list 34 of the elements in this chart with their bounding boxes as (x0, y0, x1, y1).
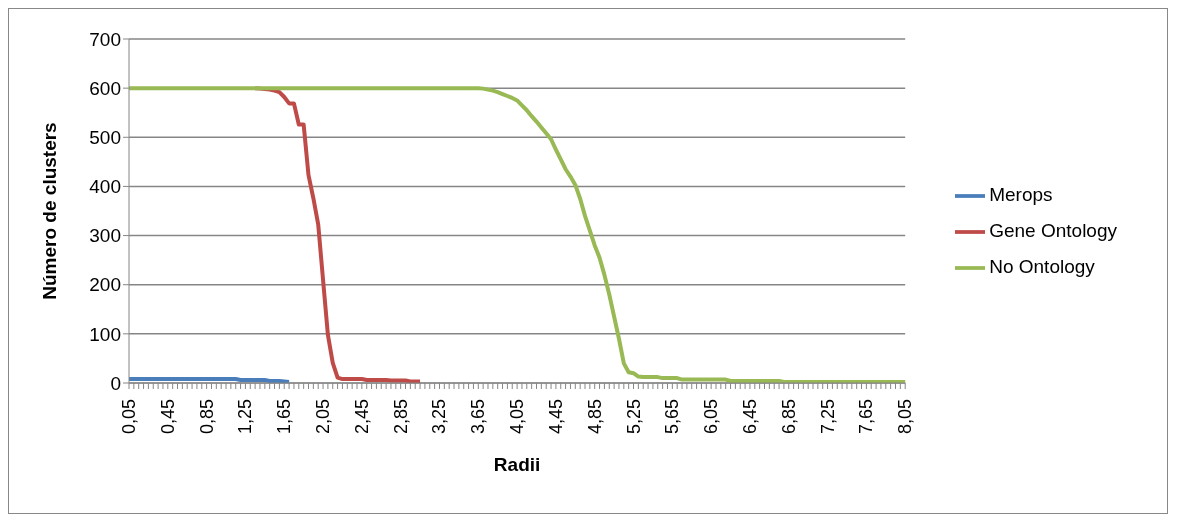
x-tick-label: 3,65 (468, 399, 489, 435)
y-tick-label: 0 (110, 372, 121, 394)
x-tick-label: 0,05 (119, 399, 139, 435)
x-tick-label: 6,45 (739, 399, 760, 435)
y-tick-label: 500 (89, 127, 121, 149)
x-tick-label: 7,65 (856, 399, 877, 435)
x-tick-label: 3,25 (429, 399, 450, 435)
legend-label: Merops (989, 184, 1053, 205)
legend-label: No Ontology (989, 256, 1095, 277)
x-tick-label: 2,45 (351, 399, 372, 435)
x-tick-label: 8,05 (895, 399, 916, 435)
x-tick-label: 5,65 (662, 399, 683, 435)
x-tick-label: 6,85 (778, 399, 799, 435)
x-tick-label: 1,25 (235, 399, 256, 435)
x-tick-label: 5,25 (623, 399, 644, 435)
x-tick-label: 6,05 (701, 399, 722, 435)
x-tick-label: 2,05 (313, 399, 334, 435)
y-tick-label: 700 (89, 28, 121, 50)
y-tick-label: 200 (89, 274, 121, 296)
y-tick-label: 100 (89, 323, 121, 345)
y-axis-title: Número de clusters (38, 122, 60, 300)
y-tick-label: 400 (89, 176, 121, 198)
x-tick-label: 4,05 (507, 399, 528, 435)
y-tick-label: 300 (89, 225, 121, 247)
legend-label: Gene Ontology (989, 220, 1117, 241)
x-tick-label: 0,85 (196, 399, 217, 435)
x-tick-label: 7,25 (817, 399, 838, 435)
x-tick-label: 4,85 (584, 399, 605, 435)
x-tick-label: 1,65 (274, 399, 295, 435)
x-tick-label: 0,45 (157, 399, 178, 435)
y-tick-label: 600 (89, 77, 121, 99)
x-tick-label: 2,85 (390, 399, 411, 435)
x-tick-label: 4,45 (545, 399, 566, 435)
x-axis-title: Radii (493, 454, 541, 475)
